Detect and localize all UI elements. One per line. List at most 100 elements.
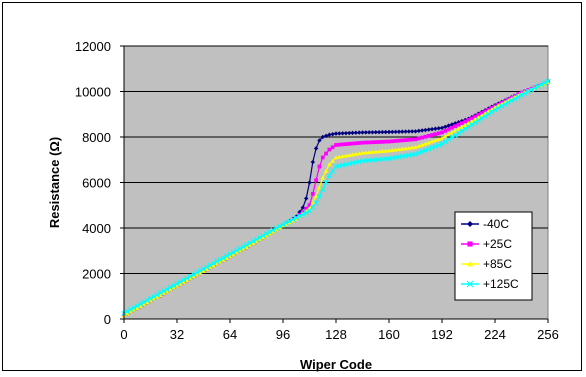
series-group xyxy=(121,78,551,318)
data-point xyxy=(426,146,432,152)
data-point xyxy=(168,287,173,292)
data-point xyxy=(525,88,531,95)
data-point xyxy=(337,154,342,159)
data-point xyxy=(330,168,336,174)
data-point xyxy=(426,127,431,132)
data-point xyxy=(443,124,448,129)
y-tick-label: 12000 xyxy=(75,39,111,54)
data-point xyxy=(366,130,372,135)
data-point xyxy=(320,175,325,180)
legend-label: +85C xyxy=(483,257,512,271)
data-point xyxy=(300,211,306,217)
data-point xyxy=(489,109,495,115)
data-point xyxy=(277,225,282,230)
legend-swatch-marker xyxy=(467,241,473,247)
data-point xyxy=(151,294,157,300)
data-point xyxy=(360,140,365,145)
data-point xyxy=(184,278,190,283)
data-point xyxy=(323,133,329,139)
data-point xyxy=(508,97,515,104)
data-point xyxy=(413,137,418,142)
data-point xyxy=(429,145,435,151)
data-point xyxy=(296,213,303,219)
data-point xyxy=(214,261,219,266)
data-point xyxy=(320,186,326,192)
data-point xyxy=(188,276,193,281)
data-point xyxy=(333,155,339,160)
x-tick-label: 224 xyxy=(484,327,506,342)
data-point xyxy=(449,122,455,127)
data-point xyxy=(505,99,511,105)
data-point xyxy=(495,105,501,111)
data-point xyxy=(416,150,422,156)
data-point xyxy=(128,306,134,313)
data-point xyxy=(443,134,448,139)
data-point xyxy=(157,290,164,296)
data-point xyxy=(171,285,176,290)
data-point xyxy=(340,131,345,136)
data-point xyxy=(380,139,385,144)
data-point xyxy=(400,138,405,143)
data-point xyxy=(479,115,485,121)
data-point xyxy=(459,128,465,134)
data-point xyxy=(177,279,183,285)
data-point xyxy=(224,256,229,261)
data-point xyxy=(538,82,544,88)
data-point xyxy=(190,271,197,278)
data-point xyxy=(422,147,429,153)
data-point xyxy=(390,129,395,135)
data-point xyxy=(137,301,144,307)
data-point xyxy=(320,134,325,140)
data-point xyxy=(383,148,388,153)
data-point xyxy=(158,293,163,298)
data-point xyxy=(337,131,342,136)
data-point xyxy=(260,233,266,239)
data-point xyxy=(433,138,438,143)
data-point xyxy=(330,131,335,137)
data-point xyxy=(442,139,448,145)
data-point xyxy=(347,130,352,136)
data-point xyxy=(350,152,355,157)
data-point xyxy=(317,138,322,143)
data-point xyxy=(383,139,388,144)
data-point xyxy=(187,273,193,279)
tick-labels: 0 32 64 96 128 160 192 224 256 0 2000 4000 6000 8000 1… xyxy=(75,39,559,342)
data-point xyxy=(327,132,332,137)
data-point xyxy=(131,307,137,312)
data-point xyxy=(433,126,438,131)
legend-item: +25C xyxy=(461,237,512,251)
data-point xyxy=(317,164,322,169)
y-tick-label: 2000 xyxy=(82,267,111,282)
data-point xyxy=(429,139,435,144)
data-point xyxy=(453,121,458,126)
data-point xyxy=(426,133,431,138)
data-point xyxy=(380,129,385,135)
data-point xyxy=(469,119,475,124)
data-point xyxy=(138,304,143,309)
data-point xyxy=(376,149,382,154)
y-tick-label: 4000 xyxy=(82,221,111,236)
data-point xyxy=(304,206,309,211)
data-point xyxy=(184,275,190,281)
data-point xyxy=(397,138,401,143)
data-point xyxy=(436,131,441,136)
data-point xyxy=(403,138,408,142)
data-point xyxy=(469,122,475,128)
data-point xyxy=(274,227,279,232)
data-point xyxy=(393,139,398,143)
data-point xyxy=(201,269,206,273)
data-point xyxy=(373,130,378,135)
data-point xyxy=(367,140,371,145)
data-point xyxy=(436,126,441,131)
data-point xyxy=(409,129,415,134)
data-point xyxy=(343,153,349,158)
data-point xyxy=(210,260,217,267)
data-point xyxy=(453,124,458,129)
data-point xyxy=(502,101,508,107)
data-point xyxy=(221,257,226,262)
data-point xyxy=(214,258,220,265)
y-tick-label: 10000 xyxy=(75,85,111,100)
data-point xyxy=(144,300,150,305)
data-point xyxy=(234,247,240,254)
data-point xyxy=(436,137,441,142)
